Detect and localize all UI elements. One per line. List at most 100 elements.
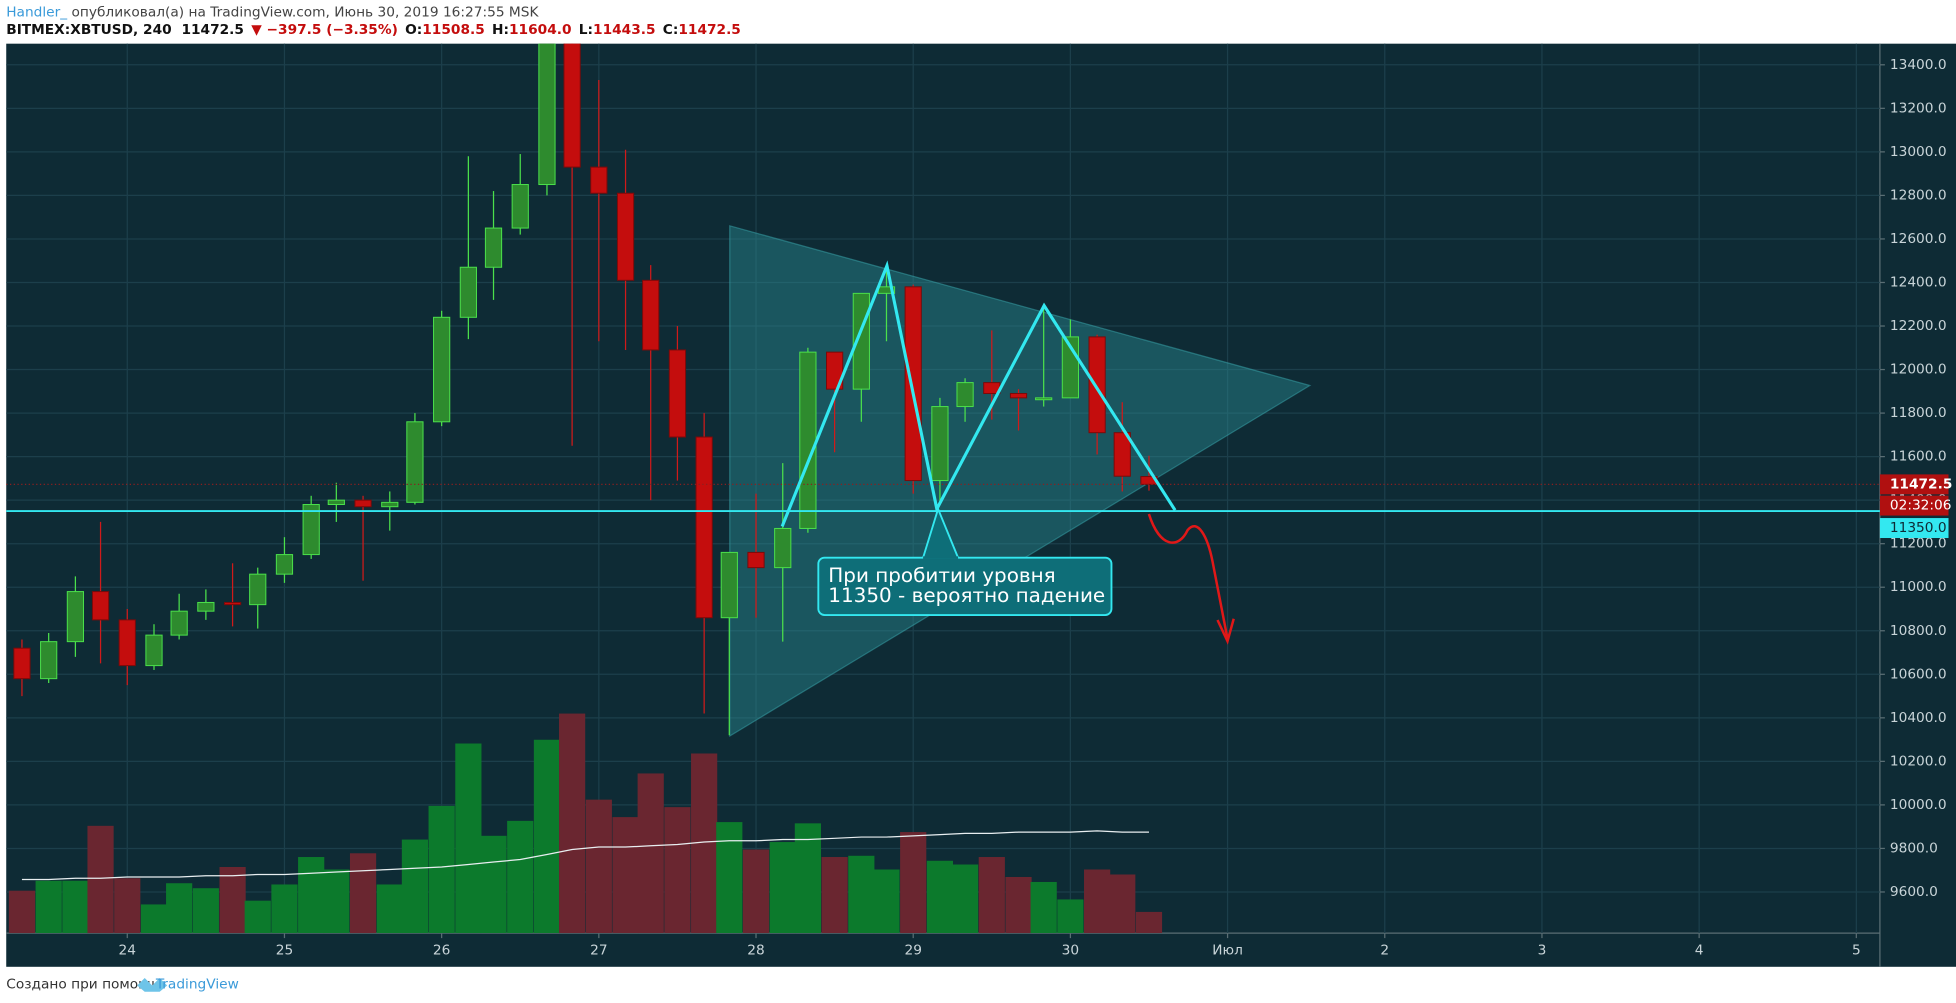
y-tick-label: 11000.0: [1890, 579, 1947, 595]
last-price-label: 11472.5: [1890, 476, 1953, 492]
candle-body: [931, 406, 949, 482]
x-tick-label: 24: [119, 943, 136, 959]
candle-body: [720, 551, 738, 619]
volume-ma-line: [21, 830, 1149, 881]
double-top-drawing: [780, 260, 1177, 528]
candle-body: [956, 382, 974, 408]
forecast-arrow: [1147, 513, 1229, 639]
volume-bar: [1057, 899, 1084, 934]
candle-body: [91, 591, 110, 621]
candle-body: [406, 421, 424, 503]
y-tick-label: 13000.0: [1890, 144, 1947, 160]
candle-body: [118, 619, 136, 667]
y-tick-label: 12600.0: [1890, 231, 1947, 247]
volume-bar: [1005, 876, 1032, 934]
y-tick-label: 11200.0: [1890, 536, 1947, 552]
candle-body: [616, 192, 635, 281]
volume-bar: [742, 849, 770, 934]
volume-bar: [848, 855, 875, 934]
candle-body: [484, 227, 503, 268]
candle-body: [826, 351, 844, 390]
x-tick-label: 2: [1380, 943, 1389, 959]
x-tick-label: 3: [1538, 943, 1547, 959]
candle-body: [381, 501, 399, 508]
author[interactable]: Handler_: [6, 5, 67, 21]
volume-bar: [873, 869, 900, 934]
volume-bar: [298, 857, 325, 934]
volume-bar: [455, 743, 482, 934]
volume-bar: [612, 817, 639, 934]
x-tick-label: 4: [1695, 943, 1704, 959]
symbol-line: BITMEX:XBTUSD, 240 11472.5 ▼ −397.5 (−3.…: [6, 22, 741, 38]
y-tick-label: 10200.0: [1890, 753, 1947, 769]
candle-body: [302, 504, 320, 556]
l-value: 11443.5: [593, 22, 655, 38]
candle-body: [459, 266, 477, 318]
volume-bar: [480, 835, 507, 934]
level-box: [1879, 518, 1949, 539]
volume-bar: [794, 823, 821, 934]
y-tick-label: 11800.0: [1890, 405, 1947, 421]
volume-bar: [428, 805, 455, 934]
x-tick-label: 28: [747, 943, 764, 959]
volume-bar: [1109, 874, 1136, 934]
volume-bar: [1135, 911, 1163, 934]
candles: [13, 43, 1158, 736]
candle-body: [354, 499, 372, 508]
x-tick-label: 26: [433, 943, 450, 959]
candle-body: [695, 436, 713, 619]
l-label: L:: [579, 22, 593, 38]
o-value: 11508.5: [422, 22, 485, 38]
y-tick-label: 12000.0: [1890, 362, 1947, 378]
volume-bar: [769, 842, 796, 934]
volume-bar: [114, 878, 141, 934]
candle-body: [223, 601, 242, 606]
x-tick-label: 25: [276, 943, 293, 959]
candle-body: [538, 43, 556, 186]
candle-body: [747, 551, 765, 569]
y-tick-label: 12800.0: [1890, 187, 1947, 203]
y-tick-label: 9800.0: [1890, 840, 1938, 856]
y-tick-label: 13200.0: [1890, 100, 1947, 116]
change: ▼ −397.5 (−3.35%): [251, 22, 398, 38]
volume-bar: [559, 713, 586, 934]
last-price-box: [1879, 474, 1949, 495]
volume-bar: [87, 825, 114, 934]
candle-body: [563, 43, 581, 168]
y-tick-label: 11600.0: [1890, 449, 1947, 465]
candle-body: [40, 641, 58, 680]
volume-bar: [951, 864, 979, 934]
callout-box: [817, 556, 1113, 616]
volume-bar: [507, 820, 534, 934]
y-tick-label: 10400.0: [1890, 710, 1947, 726]
candle-body: [1035, 397, 1053, 401]
candle-body: [799, 351, 817, 529]
x-tick-label: 27: [590, 943, 607, 959]
candle-body: [511, 184, 529, 229]
volume-bar: [349, 853, 377, 934]
candle-body: [66, 591, 85, 643]
candle-body: [13, 647, 31, 680]
footer-brand[interactable]: TradingView: [155, 976, 239, 992]
volume-bar: [376, 884, 403, 934]
volume-bar: [401, 839, 429, 934]
level-label: 11350.0: [1890, 520, 1947, 536]
volume-bar: [926, 860, 954, 934]
candle-body: [433, 316, 451, 423]
candle-body: [668, 349, 687, 438]
volume-bar: [978, 857, 1005, 934]
y-tick-label: 12200.0: [1890, 318, 1947, 334]
x-tick-label: Июл: [1212, 943, 1243, 959]
callout-pointer: [922, 506, 959, 558]
volume-bar: [1084, 869, 1111, 934]
footer-text: Создано при помощи: [6, 976, 160, 992]
candle-body: [249, 573, 267, 606]
candle-body: [327, 499, 345, 506]
candle-body: [904, 286, 922, 482]
x-tick-label: 5: [1852, 943, 1861, 959]
o-label: O:: [405, 22, 422, 38]
countdown-box: [1879, 495, 1949, 516]
candle-body: [642, 279, 660, 351]
